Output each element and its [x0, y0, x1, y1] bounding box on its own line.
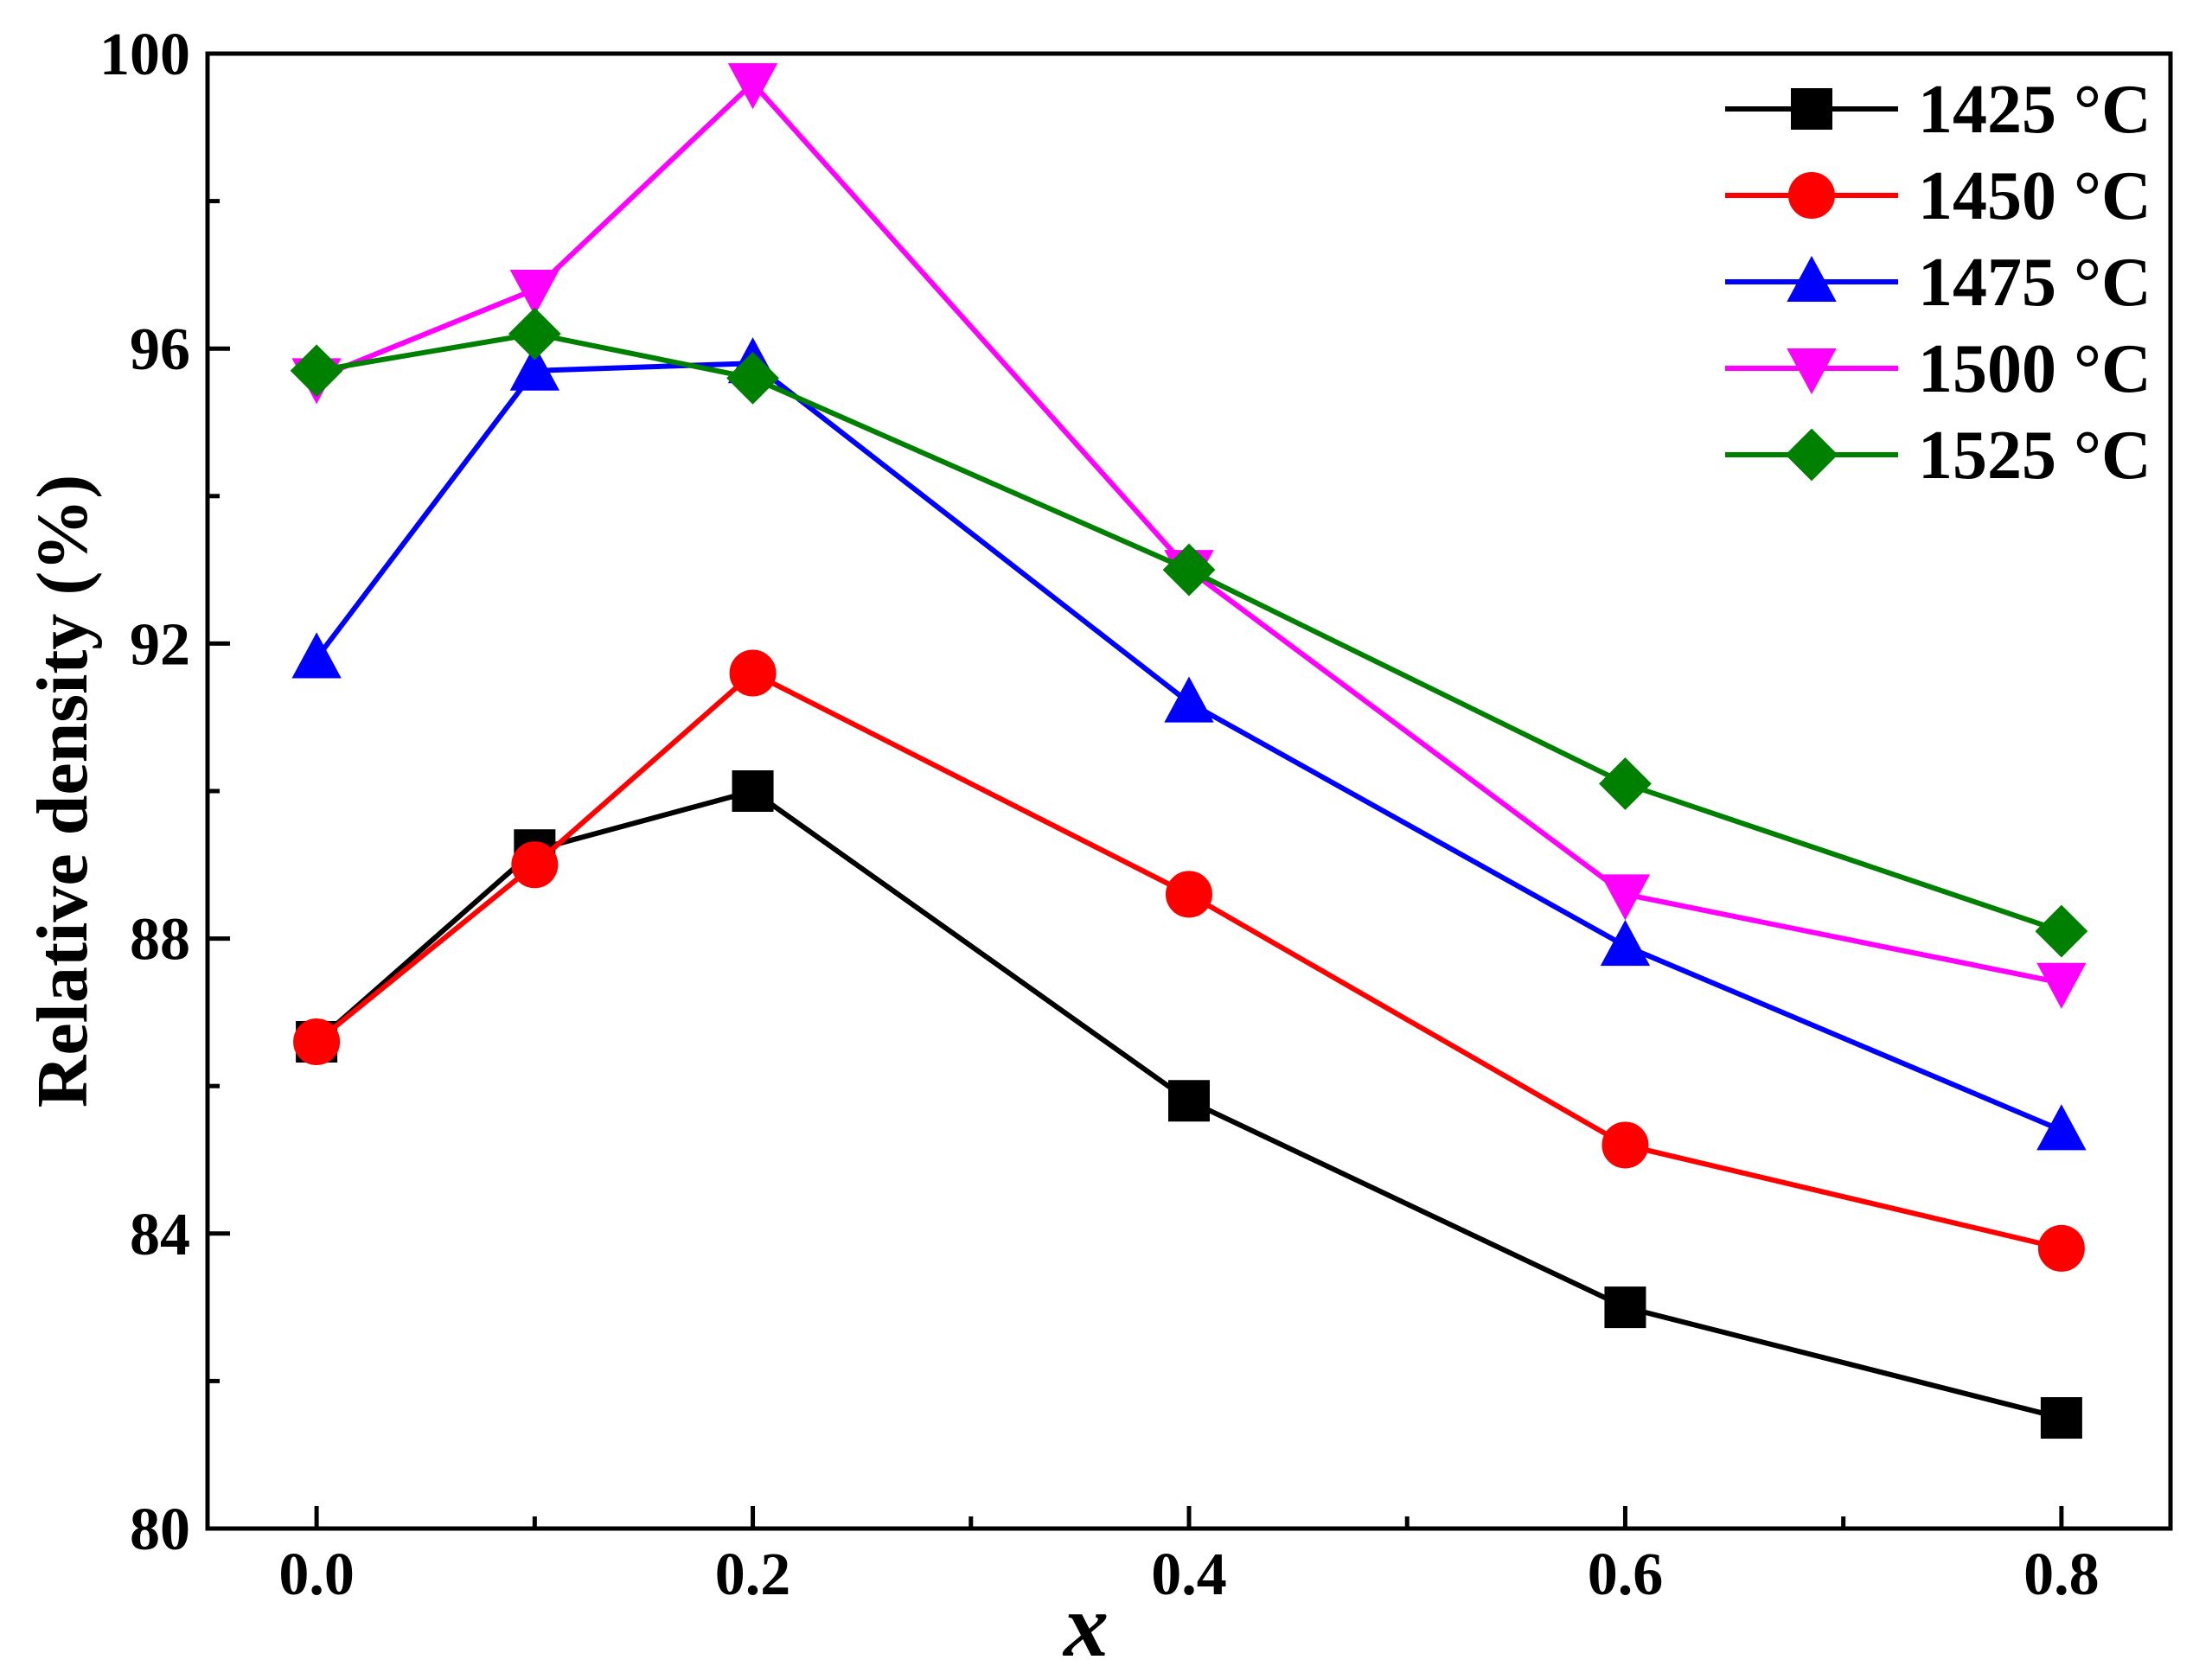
series-line: [316, 331, 2062, 934]
legend-marker: [1787, 255, 1837, 302]
legend-item: 1500 °C: [1725, 331, 2151, 407]
legend-item: 1475 °C: [1725, 245, 2151, 321]
legend-label: 1450 °C: [1918, 158, 2151, 234]
x-tick-label: 0.6: [1588, 1542, 1664, 1608]
data-point: [1168, 1080, 1210, 1122]
x-tick-label: 0.0: [278, 1542, 355, 1608]
data-point: [1162, 543, 1216, 597]
legend-marker: [1787, 348, 1837, 395]
data-point: [511, 841, 559, 889]
y-tick-label: 84: [130, 1202, 190, 1268]
legend-label: 1425 °C: [1918, 72, 2151, 148]
data-point: [509, 344, 560, 391]
y-tick-label: 100: [99, 22, 190, 88]
data-point: [1604, 1286, 1646, 1329]
x-tick-label: 0.2: [715, 1542, 791, 1608]
series-line: [314, 361, 2063, 1133]
data-point: [2035, 904, 2088, 958]
data-point: [2040, 1397, 2082, 1439]
data-point: [2037, 1224, 2085, 1272]
y-axis-title: Relative density (%): [22, 475, 103, 1108]
data-point: [732, 770, 774, 812]
plot-marks: [290, 63, 2088, 1439]
data-point: [1166, 871, 1212, 918]
data-point: [509, 269, 560, 316]
y-tick-label: 88: [130, 907, 190, 973]
y-tick-label: 92: [130, 611, 190, 678]
y-tick-label: 80: [130, 1497, 190, 1563]
y-tick-label: 96: [130, 316, 190, 383]
data-point: [1164, 676, 1214, 723]
legend-marker: [1791, 88, 1832, 130]
axis-ticks: [208, 51, 2064, 1531]
series-5: [290, 307, 2088, 958]
x-tick-label: 0.8: [2023, 1542, 2100, 1608]
data-point: [291, 632, 342, 679]
legend-marker: [1785, 428, 1838, 482]
data-point: [290, 344, 343, 398]
data-point: [1600, 874, 1651, 921]
data-point: [2036, 1104, 2087, 1151]
data-point: [1600, 920, 1651, 967]
series-2: [293, 649, 2085, 1272]
legend-marker: [1788, 172, 1835, 219]
data-point: [293, 1018, 341, 1066]
legend-item: 1450 °C: [1725, 158, 2151, 234]
legend-item: 1425 °C: [1725, 72, 2151, 148]
legend-label: 1525 °C: [1918, 418, 2151, 494]
data-point: [1599, 757, 1652, 810]
series-line: [315, 788, 2062, 1420]
x-axis-title: x: [1062, 1576, 1109, 1666]
data-point: [726, 351, 779, 405]
legend-label: 1475 °C: [1918, 245, 2151, 321]
legend-label: 1500 °C: [1918, 331, 2151, 407]
series-line: [315, 80, 2062, 986]
data-point: [727, 63, 778, 110]
legend-item: 1525 °C: [1725, 418, 2151, 494]
series-3: [291, 337, 2087, 1151]
data-point: [729, 649, 777, 697]
data-point: [1601, 1121, 1649, 1169]
x-tick-label: 0.4: [1151, 1542, 1227, 1608]
plot-frame: [205, 51, 2173, 1531]
data-point: [2036, 962, 2087, 1009]
data-point: [508, 307, 561, 361]
series-line: [315, 670, 2062, 1251]
legend: 1425 °C 1450 °C 1475 °C 1500 °C 1525 °C: [1725, 72, 2151, 494]
axis-tick-labels: 0.0 0.2 0.4 0.6 0.8 80 84 88 92 96 100: [99, 22, 2100, 1608]
